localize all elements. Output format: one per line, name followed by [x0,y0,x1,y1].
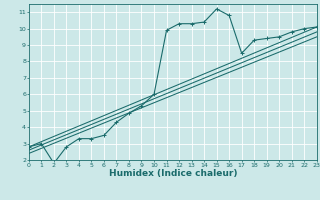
X-axis label: Humidex (Indice chaleur): Humidex (Indice chaleur) [108,169,237,178]
